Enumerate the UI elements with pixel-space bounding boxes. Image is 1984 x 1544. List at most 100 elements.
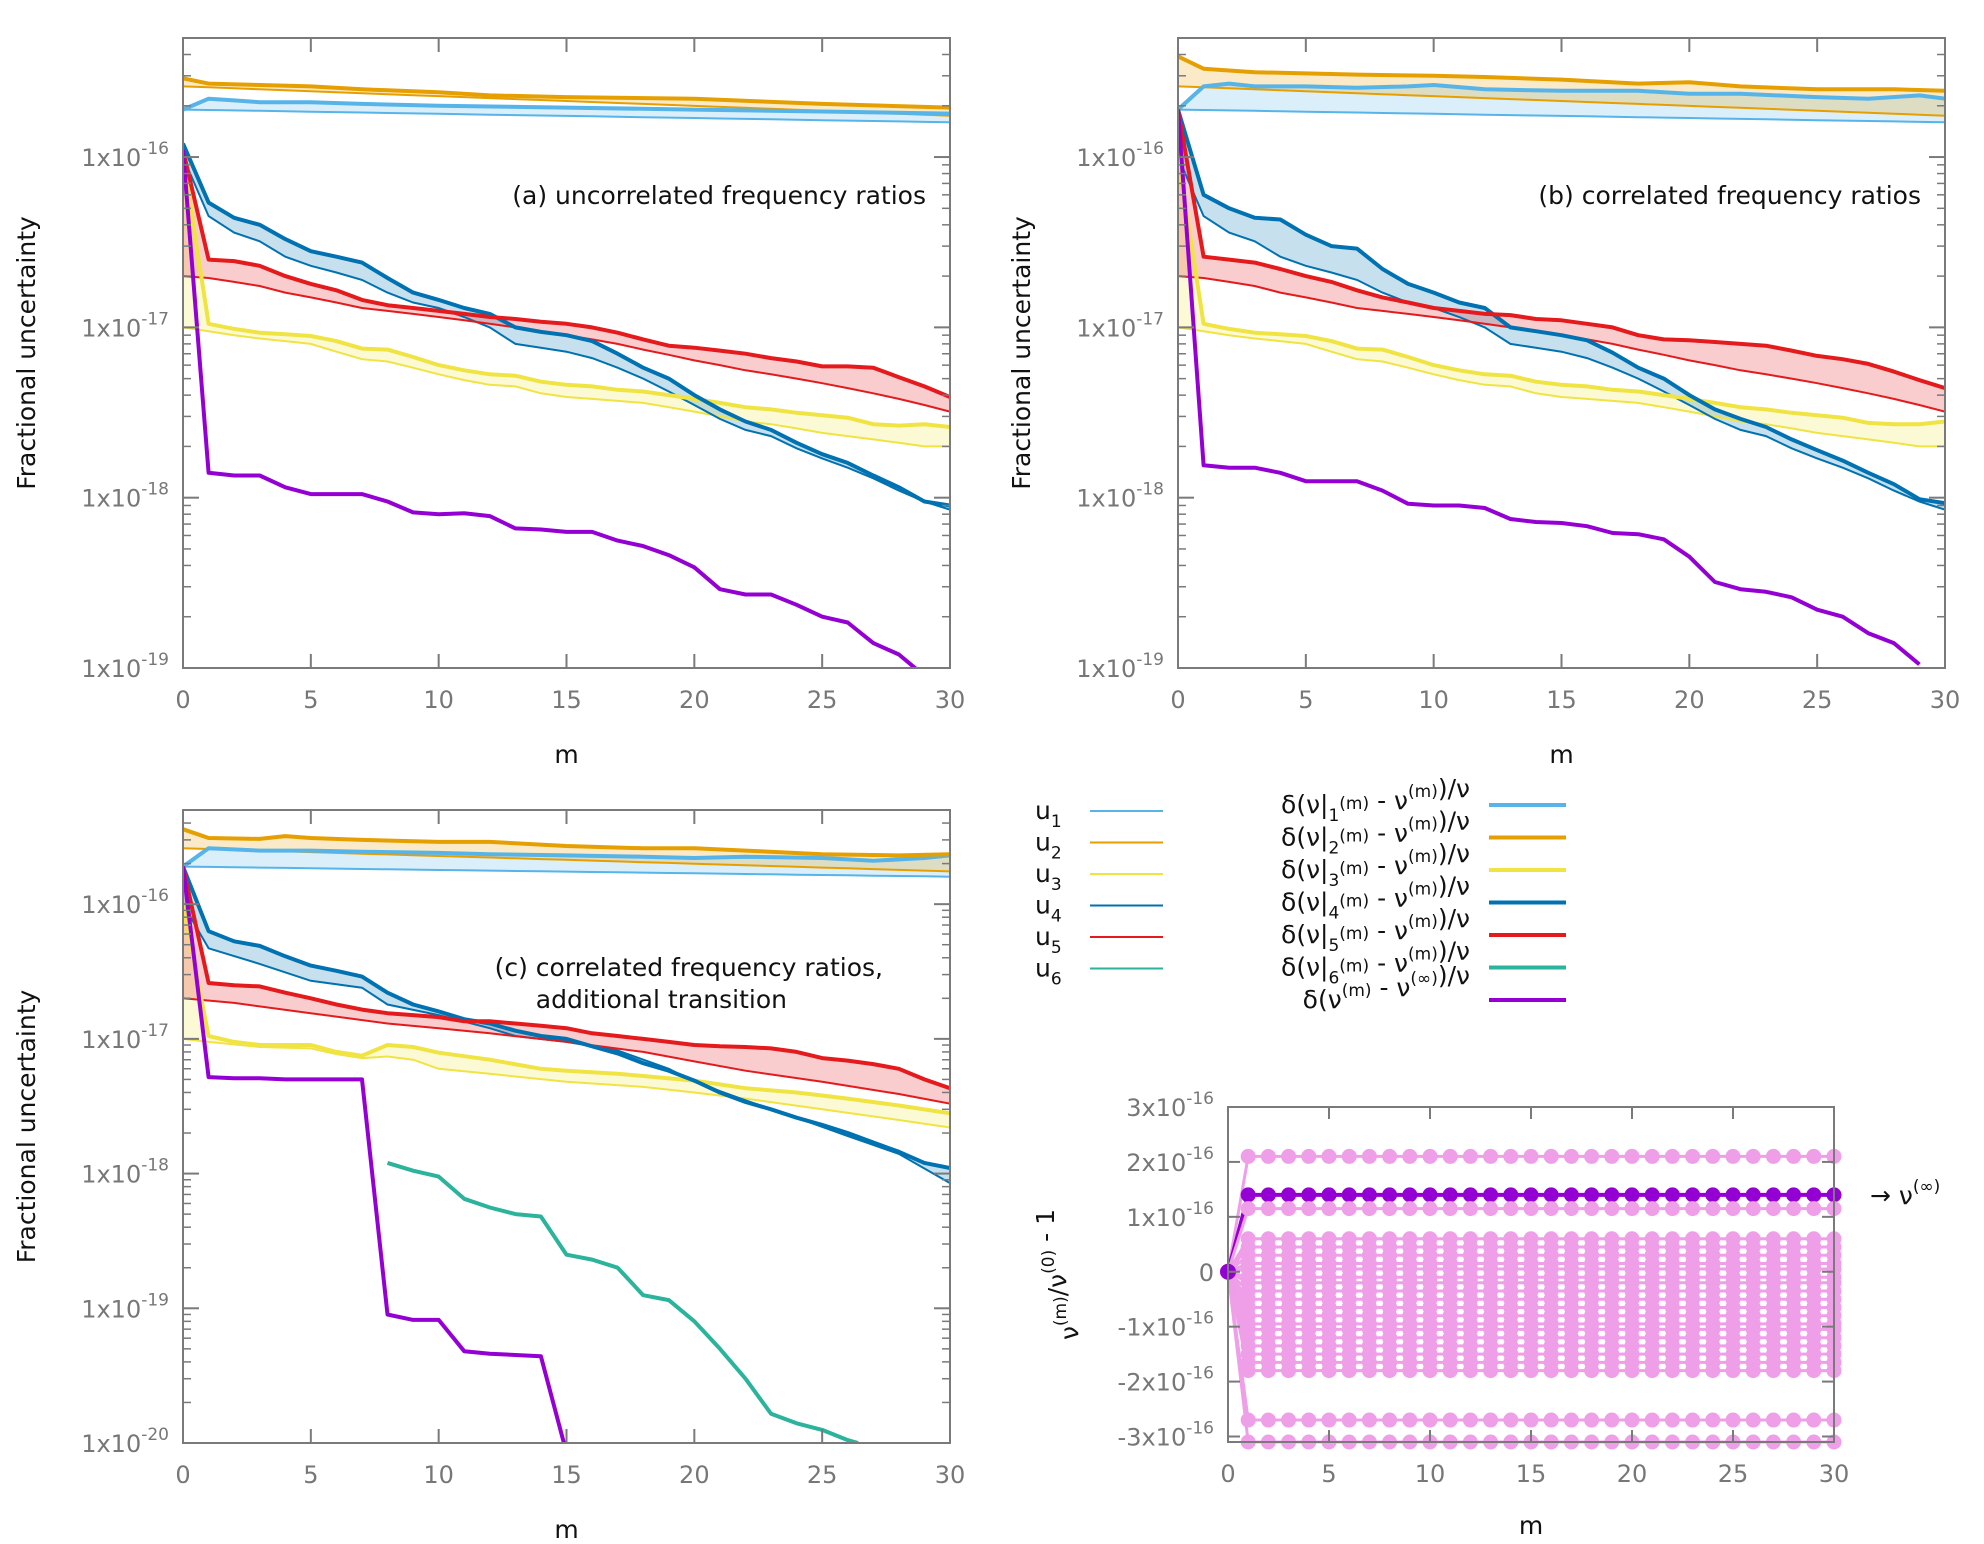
point-limit [1321, 1187, 1337, 1203]
legend-u-label: u3 [1035, 859, 1062, 895]
point-limit [1483, 1187, 1499, 1203]
point [1563, 1363, 1579, 1379]
point [1321, 1148, 1337, 1164]
point [1260, 1412, 1276, 1428]
y-tick-label: 1x10-16 [81, 139, 169, 172]
legend-delta-label-part: - ν [1369, 916, 1408, 945]
legend-u-label: u1 [1035, 796, 1062, 832]
legend-delta-label-part: - ν [1369, 949, 1408, 978]
legend-u-label-part: u [1035, 796, 1051, 825]
point [1664, 1363, 1680, 1379]
line-u3 [183, 326, 950, 448]
y-tick-label: 1x10-17 [81, 1021, 169, 1054]
legend-u-label-part: u [1035, 828, 1051, 857]
point [1705, 1412, 1721, 1428]
y-tick-label-part: -18 [1136, 480, 1164, 500]
line-d3 [183, 156, 950, 429]
point [1664, 1148, 1680, 1164]
point-limit [1563, 1187, 1579, 1203]
y-axis-label-part: (0) [1039, 1250, 1059, 1274]
point [1604, 1201, 1620, 1217]
point-limit [1705, 1187, 1721, 1203]
line-u5 [183, 997, 950, 1105]
point [1442, 1412, 1458, 1428]
plot-frame [1177, 37, 1946, 669]
point [1543, 1412, 1559, 1428]
y-tick-label-part: 1x10 [81, 485, 141, 513]
point [1462, 1148, 1478, 1164]
y-tick-label-part: 1x10 [81, 314, 141, 342]
legend-delta-label: δ(ν|2(m) - ν(m))/ν [1281, 807, 1470, 859]
point [1624, 1412, 1640, 1428]
point [1503, 1148, 1519, 1164]
legend-delta-label-part: )/ν [1438, 839, 1470, 868]
point [1604, 1412, 1620, 1428]
legend-delta-label-part: 5 [1328, 936, 1339, 956]
legend-delta-label: δ(ν|6(m) - ν(m))/ν [1281, 937, 1470, 989]
point [1624, 1201, 1640, 1217]
x-tick-label: 25 [1802, 686, 1833, 714]
point [1543, 1201, 1559, 1217]
y-tick-label-part: -16 [1186, 1199, 1214, 1219]
point [1281, 1148, 1297, 1164]
point-limit [1685, 1187, 1701, 1203]
legend-delta-label-part: (m) [1408, 847, 1438, 867]
band-u1 [183, 848, 950, 877]
x-tick-label: 20 [1674, 686, 1705, 714]
legend-u-label-part: 2 [1051, 844, 1062, 864]
legend-delta-label-part: 4 [1328, 904, 1339, 924]
point [1402, 1201, 1418, 1217]
point [1584, 1412, 1600, 1428]
legend-delta-label-part: (m) [1339, 859, 1369, 879]
point [1483, 1148, 1499, 1164]
panel-title-line2: additional transition [536, 985, 787, 1014]
point [1321, 1412, 1337, 1428]
y-tick-label: 1x10-18 [81, 1156, 169, 1189]
y-tick-label-part: -17 [141, 1021, 169, 1041]
x-tick-label: 25 [807, 1461, 838, 1489]
point [1584, 1148, 1600, 1164]
point-limit [1584, 1187, 1600, 1203]
legend-u-label-part: 5 [1051, 938, 1062, 958]
x-tick-label: 0 [1170, 686, 1185, 714]
y-tick-label-part: 1x10 [81, 655, 141, 683]
x-tick-label: 30 [935, 1461, 966, 1489]
point [1503, 1363, 1519, 1379]
legend-delta-label-part: (m) [1408, 815, 1438, 835]
point [1806, 1412, 1822, 1428]
point [1543, 1148, 1559, 1164]
point-limit [1604, 1187, 1620, 1203]
line-d4 [183, 865, 950, 1170]
point-limit [1382, 1187, 1398, 1203]
point [1685, 1148, 1701, 1164]
point [1765, 1201, 1781, 1217]
point [1725, 1363, 1741, 1379]
point [1361, 1148, 1377, 1164]
line-d1 [183, 846, 950, 869]
band-u5 [1178, 109, 1945, 412]
y-tick-label-part: -17 [141, 309, 169, 329]
point [1281, 1363, 1297, 1379]
legend-u-label-part: u [1035, 891, 1051, 920]
point [1685, 1201, 1701, 1217]
point [1725, 1201, 1741, 1217]
y-tick-label-part: 1x10 [81, 144, 141, 172]
plot-area [183, 76, 950, 668]
legend-u-label-part: u [1035, 922, 1051, 951]
y-tick-label: 1x10-19 [81, 1290, 169, 1323]
y-tick-label: -3x10-16 [1118, 1419, 1214, 1452]
point [1503, 1412, 1519, 1428]
point [1765, 1148, 1781, 1164]
y-tick-label-part: -16 [141, 886, 169, 906]
point-limit [1442, 1187, 1458, 1203]
legend-delta-label-part: (m) [1339, 957, 1369, 977]
line-u1 [1178, 108, 1945, 124]
legend-delta-label-part: 3 [1328, 871, 1339, 891]
y-axis-label-group: ν(m)/ν(0) - 1 [1031, 1209, 1084, 1340]
line-d2 [183, 827, 950, 858]
band-u5 [183, 150, 950, 412]
legend-delta-label-part: δ(ν| [1281, 920, 1328, 949]
point [1725, 1412, 1741, 1428]
legend-delta-label-part: (m) [1339, 892, 1369, 912]
y-tick-label: -2x10-16 [1118, 1364, 1214, 1397]
